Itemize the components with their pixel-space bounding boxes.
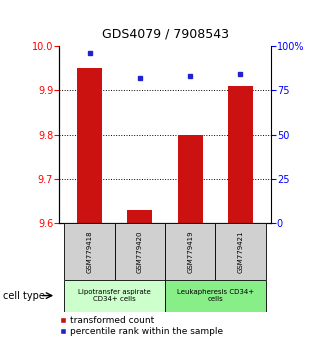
Bar xyxy=(165,280,266,312)
Bar xyxy=(64,280,165,312)
Text: cell type: cell type xyxy=(3,291,45,301)
Bar xyxy=(64,223,115,280)
Text: Leukapheresis CD34+
cells: Leukapheresis CD34+ cells xyxy=(177,289,254,302)
Text: GSM779421: GSM779421 xyxy=(237,230,244,273)
Bar xyxy=(165,223,215,280)
Bar xyxy=(215,223,266,280)
Text: GDS4079 / 7908543: GDS4079 / 7908543 xyxy=(102,27,228,40)
Text: GSM779420: GSM779420 xyxy=(137,230,143,273)
Bar xyxy=(115,223,165,280)
Legend: transformed count, percentile rank within the sample: transformed count, percentile rank withi… xyxy=(60,316,224,336)
Text: GSM779419: GSM779419 xyxy=(187,230,193,273)
Bar xyxy=(77,68,102,223)
Text: GSM779418: GSM779418 xyxy=(86,230,93,273)
Bar xyxy=(178,135,203,223)
Text: Lipotransfer aspirate
CD34+ cells: Lipotransfer aspirate CD34+ cells xyxy=(78,289,151,302)
Bar xyxy=(127,210,152,223)
Bar xyxy=(228,86,253,223)
